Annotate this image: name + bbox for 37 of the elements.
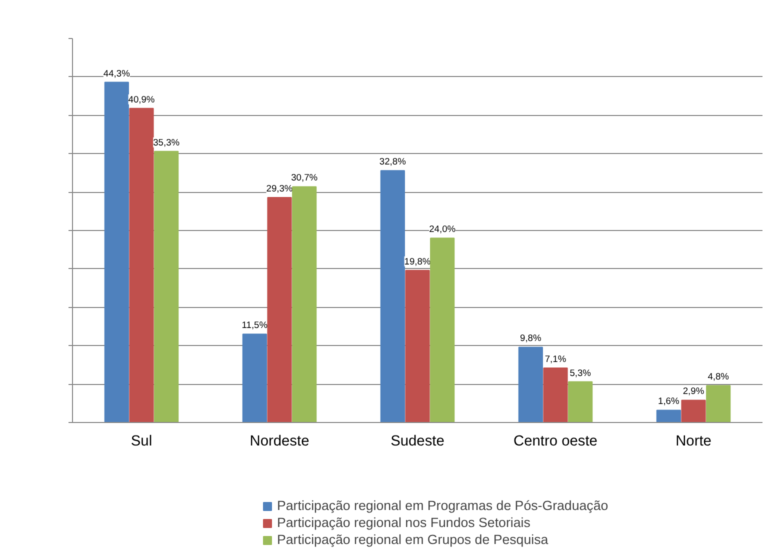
bar [430, 238, 455, 422]
bar [380, 170, 405, 422]
data-label: 29,3% [266, 183, 293, 194]
legend-label: Participação regional em Programas de Pós-Graduação [277, 498, 608, 513]
bar [292, 186, 317, 422]
x-tick-label: Sudeste [390, 434, 444, 450]
data-label: 2,9% [682, 386, 704, 396]
data-label: 11,5% [242, 320, 268, 330]
bar [656, 410, 681, 422]
bar [242, 334, 267, 422]
data-label: 24,0% [429, 224, 456, 234]
bar [405, 270, 430, 422]
x-tick-label: Sul [130, 434, 152, 450]
x-tick-label: Centro oeste [514, 434, 598, 450]
data-label: 30,7% [291, 172, 318, 183]
bar [681, 400, 706, 422]
bar [543, 367, 568, 422]
data-label: 1,6% [658, 396, 680, 406]
data-label: 9,8% [520, 333, 542, 344]
bar [267, 196, 292, 422]
bar [104, 82, 129, 422]
data-label: 44,3% [103, 68, 130, 78]
bar [518, 346, 543, 422]
data-label: 40,9% [128, 94, 155, 104]
bar [568, 381, 593, 422]
bar [129, 108, 154, 422]
bar [154, 150, 179, 422]
data-label: 35,3% [153, 137, 180, 148]
legend-label: Participação regional nos Fundos Setoriais [277, 515, 530, 530]
legend-label: Participação regional em Grupos de Pesquisa [277, 532, 548, 547]
data-label: 7,1% [544, 354, 566, 364]
x-tick-label: Nordeste [250, 434, 310, 450]
x-tick-label: Norte [676, 434, 712, 450]
data-label: 4,8% [708, 372, 729, 382]
data-label: 32,8% [379, 156, 406, 167]
data-label: 5,3% [570, 368, 591, 378]
bar [706, 385, 731, 422]
